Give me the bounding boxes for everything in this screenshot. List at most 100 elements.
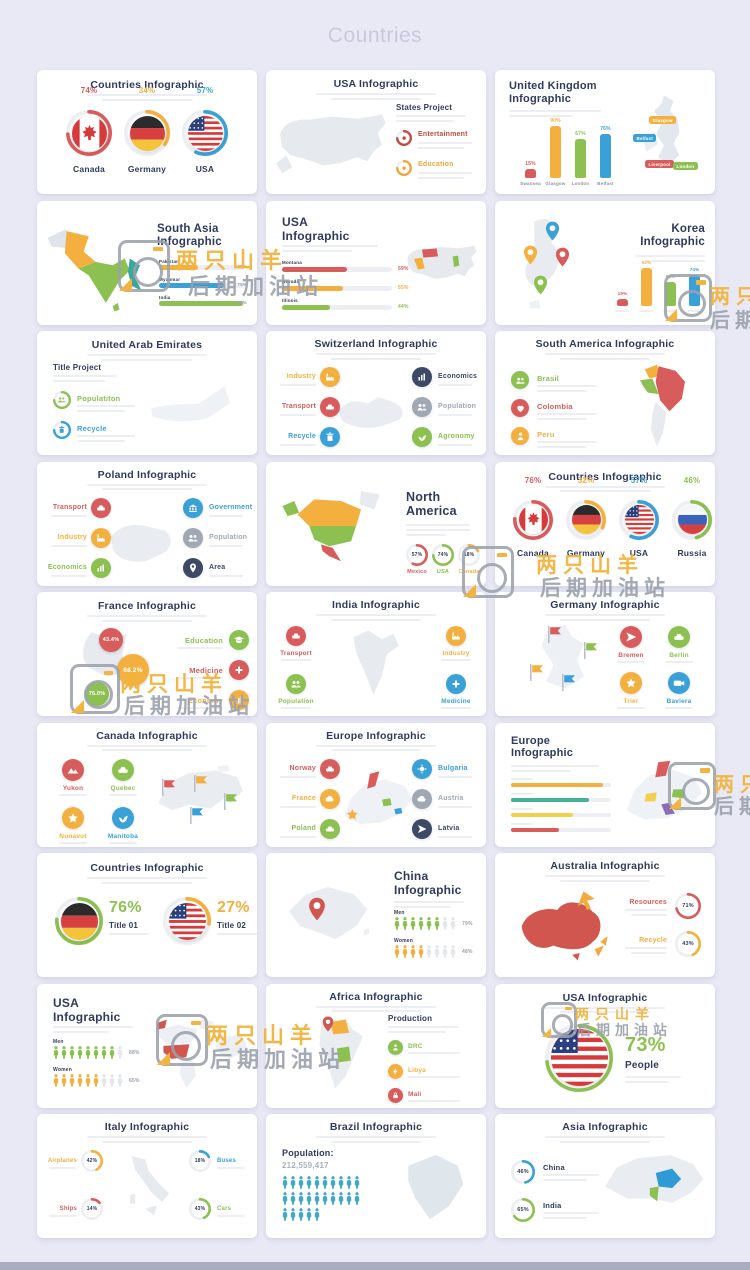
label: Population (438, 403, 477, 410)
slide-25-italy-infographic[interactable]: Italy Infographic Airplanes 42% Ships 14% 18%… (37, 1114, 257, 1238)
slide-19-countries-infographic[interactable]: Countries Infographic 76% Title 01 27% Title… (37, 853, 257, 977)
watermark-camera-icon (541, 1002, 577, 1038)
slide-22-usa-infographic[interactable]: USA Infographic Men 88% Women 65% (37, 983, 257, 1108)
slide-23-africa-infographic[interactable]: Africa Infographic Production DRC Libya Mali (266, 983, 486, 1108)
label: 76% (524, 476, 542, 485)
flag-ring-russia (671, 499, 713, 540)
slide-6-korea-infographic[interactable]: Korea Infographic 19% 92% 59% 74% (495, 200, 715, 325)
flag-ring-usa (181, 109, 229, 157)
stat-ring: 18% (189, 1150, 211, 1172)
slide-5-usa-infographic[interactable]: USA Infographic Montana 59% Nevada 55% Illino… (266, 200, 486, 325)
progress-ring (511, 1160, 535, 1184)
label: 59% (398, 266, 409, 272)
label: Libya (408, 1066, 426, 1074)
slide-26-brazil-infographic[interactable]: Brazil Infographic Population: 212,559,417 (266, 1114, 486, 1238)
text-line (645, 259, 705, 262)
label: 55% (398, 285, 409, 291)
label: Ships (59, 1206, 77, 1212)
text-line (543, 1217, 587, 1219)
label: Population (278, 698, 314, 705)
slide-8-switzerland-infographic[interactable]: Switzerland Infographic Industry Transport… (266, 331, 486, 455)
text-line (441, 659, 471, 661)
bar (550, 125, 561, 178)
slide-1-countries-infographic[interactable]: Countries Infographic 74% Canada 34% Germany… (37, 70, 257, 194)
label: Austria (438, 794, 464, 802)
slide-27-asia-infographic[interactable]: Asia Infographic 46% China 65% India (495, 1114, 715, 1238)
slide-title: USA Infographic (562, 991, 648, 1004)
canada-flag (71, 115, 107, 151)
label: 92% (641, 259, 652, 265)
slide-9-south-america-infographic[interactable]: South America Infographic Brasil Colombia P… (495, 331, 715, 455)
slide-18-europe-infographic[interactable]: Europe Infographic (495, 722, 715, 847)
text-line (102, 619, 192, 622)
slide-17-europe-infographic[interactable]: Europe Infographic Norway France Poland Bulg… (266, 722, 486, 847)
label: 67% (575, 131, 586, 138)
slide-12-countries-infographic[interactable]: Countries Infographic 76% Canada 32% Germany… (495, 461, 715, 586)
dot-ring-icon (395, 129, 413, 147)
text-line (59, 793, 87, 796)
watermark-brand-text: 两只山羊 (120, 671, 228, 696)
text-line (316, 93, 436, 95)
text-line (511, 822, 533, 825)
label: 76% (109, 899, 142, 916)
text-line (617, 661, 645, 663)
slide-3-united-kingdom-infographic[interactable]: United Kingdom Infographic 15% Swansea 90% G… (495, 70, 715, 194)
slide-21-australia-infographic[interactable]: Australia Infographic Resources 71% Recycle… (495, 853, 715, 977)
progress-ring (511, 1198, 535, 1222)
slide-title: South Asia Infographic (157, 222, 222, 249)
bolt-icon (388, 1063, 403, 1079)
text-line (316, 744, 436, 747)
slide-11-north-america[interactable]: North America 57% Mexico 74% USA 18% Canada (266, 461, 486, 586)
car-icon (320, 758, 340, 779)
car-icon (286, 626, 306, 646)
slide-title: Australia Infographic (550, 860, 660, 872)
text-line (560, 357, 650, 360)
map-africa (319, 1018, 364, 1089)
usa-flag (624, 505, 654, 534)
slide-16-canada-infographic[interactable]: Canada Infographic Yukon Quebec Nunavut Mani… (37, 722, 257, 847)
text-line (53, 380, 105, 382)
slide-14-india-infographic[interactable]: India Infographic Transport Industry Popula… (266, 592, 486, 716)
label: Manitoba (107, 832, 139, 840)
plus-icon (229, 660, 249, 680)
plant-icon (112, 806, 134, 829)
text-line (217, 1167, 245, 1169)
bar (511, 812, 573, 817)
label: Title Project (53, 363, 102, 372)
bar (282, 285, 343, 291)
watermark-camera-icon (462, 546, 514, 598)
slide-title: Asia Infographic (562, 1121, 648, 1133)
watermark-camera-icon (664, 274, 712, 322)
slide-20-china-infographic[interactable]: China Infographic Men 79% Women 48% (266, 853, 486, 977)
label: 57% (630, 476, 648, 485)
cam-icon (668, 672, 690, 694)
label: Peru (537, 430, 555, 439)
label: Medicine (441, 698, 471, 705)
text-line (543, 1174, 599, 1176)
slide-7-united-arab-emirates[interactable]: United Arab Emirates Title Project Populat… (37, 331, 257, 455)
label: Latvia (438, 824, 460, 832)
slide-title: United Kingdom Infographic (509, 80, 597, 105)
map-usa (276, 114, 386, 174)
label: Nevada (282, 279, 300, 284)
people-row (53, 1073, 125, 1087)
slide-24-usa-infographic[interactable]: USA Infographic 73% People (495, 983, 715, 1108)
people-row (282, 1192, 362, 1205)
map-south_america (640, 364, 685, 447)
label: Cars (217, 1206, 232, 1212)
label: Canada (517, 547, 549, 558)
label: 212,559,417 (282, 1161, 329, 1170)
flag-marker-icon (562, 674, 575, 691)
text-line (316, 1005, 436, 1008)
text-line (639, 309, 653, 312)
label: 27% (217, 899, 250, 916)
slide-10-poland-infographic[interactable]: Poland Infographic Transport Industry Econo… (37, 461, 257, 586)
slide-2-usa-infographic[interactable]: USA Infographic States Project Entertainme… (266, 70, 486, 194)
label: Title 01 (109, 921, 139, 930)
label: Russia (677, 547, 707, 558)
progress-ring (52, 420, 72, 440)
label: India (159, 294, 171, 300)
text-line (615, 309, 629, 312)
text-line (331, 1010, 421, 1012)
slide-15-germany-infographic[interactable]: Germany Infographic Bremen Berlin Trier Bavi… (495, 592, 715, 716)
